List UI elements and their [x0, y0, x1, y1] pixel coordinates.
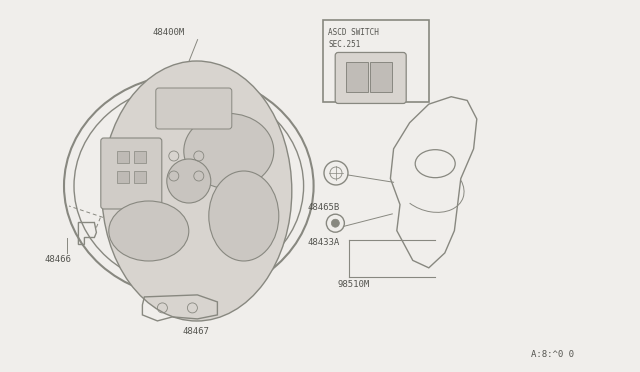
FancyBboxPatch shape	[335, 52, 406, 103]
Bar	[116, 171, 129, 183]
Text: 48400M: 48400M	[152, 28, 184, 37]
FancyBboxPatch shape	[156, 88, 232, 129]
Bar	[346, 62, 368, 93]
Text: 48465B: 48465B	[307, 203, 339, 212]
Ellipse shape	[209, 171, 279, 261]
Bar	[134, 151, 146, 163]
Bar	[370, 62, 392, 93]
FancyBboxPatch shape	[100, 138, 162, 209]
Text: ASCD SWITCH: ASCD SWITCH	[328, 29, 379, 38]
Text: 98510M: 98510M	[337, 280, 369, 289]
Ellipse shape	[102, 61, 292, 321]
Circle shape	[167, 159, 211, 203]
Text: SEC.251: SEC.251	[328, 41, 360, 49]
Bar	[116, 151, 129, 163]
Bar	[134, 171, 146, 183]
Circle shape	[332, 219, 339, 227]
Text: A:8:^0 0: A:8:^0 0	[531, 350, 574, 359]
Text: 48433A: 48433A	[307, 238, 339, 247]
Text: 48467: 48467	[182, 327, 209, 336]
Bar	[323, 20, 429, 102]
Ellipse shape	[109, 201, 189, 261]
Text: 48466: 48466	[45, 255, 72, 264]
Ellipse shape	[184, 113, 274, 189]
